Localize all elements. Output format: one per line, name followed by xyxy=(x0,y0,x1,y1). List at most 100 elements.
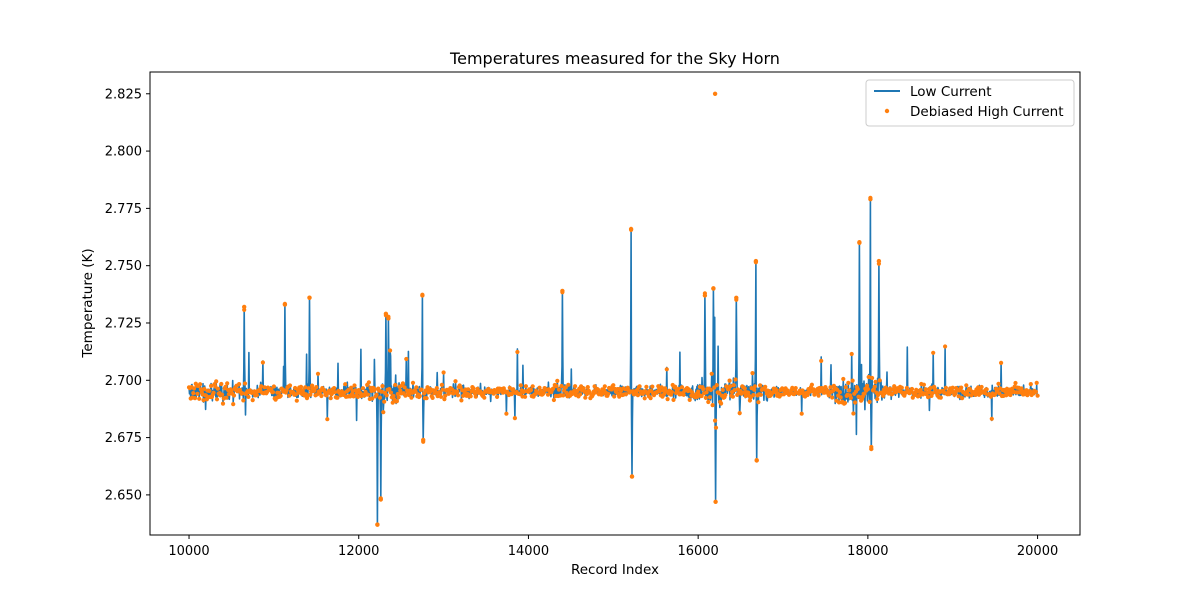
scatter-point xyxy=(943,344,948,349)
scatter-point xyxy=(979,384,984,390)
scatter-point xyxy=(734,295,739,300)
scatter-point xyxy=(424,396,429,401)
scatter-point xyxy=(953,391,958,396)
scatter-point xyxy=(209,383,214,388)
scatter-point xyxy=(434,386,439,391)
scatter-point xyxy=(733,377,738,382)
scatter-point xyxy=(382,399,387,404)
scatter-point xyxy=(727,378,732,383)
scatter-point xyxy=(410,380,416,385)
scatter-point xyxy=(270,390,276,395)
scatter-point xyxy=(866,374,871,380)
scatter-point xyxy=(719,401,724,406)
scatter-point xyxy=(242,381,248,386)
scatter-point xyxy=(1035,393,1040,398)
x-tick-label: 20000 xyxy=(1017,544,1058,559)
scatter-point xyxy=(459,398,464,403)
scatter-point xyxy=(960,396,965,401)
axis-ticks: 10000 12000 14000 16000 18000 20000 2.650 2.675… xyxy=(105,87,1058,559)
scatter-point xyxy=(864,383,870,388)
scatter-point xyxy=(862,391,867,396)
scatter-point xyxy=(730,394,736,399)
scatter-point xyxy=(628,226,634,232)
scatter-point xyxy=(758,383,763,388)
scatter-point xyxy=(841,376,846,382)
scatter-point xyxy=(928,385,933,390)
scatter-point xyxy=(475,386,480,391)
scatter-point xyxy=(349,385,354,390)
scatter-point xyxy=(192,386,197,391)
scatter-point xyxy=(231,393,237,398)
scatter-point xyxy=(523,394,528,399)
x-tick-label: 16000 xyxy=(677,544,718,559)
scatter-point xyxy=(828,385,833,390)
scatter-point xyxy=(515,349,520,355)
scatter-point xyxy=(211,390,216,395)
chart-title: Temperatures measured for the Sky Horn xyxy=(449,49,780,68)
scatter-point xyxy=(192,396,198,401)
scatter-point xyxy=(393,382,398,388)
scatter-point xyxy=(387,387,392,392)
scatter-point xyxy=(865,387,871,392)
scatter-point xyxy=(867,399,872,404)
scatter-point xyxy=(819,358,824,363)
scatter-point xyxy=(747,398,753,403)
y-tick-label: 2.650 xyxy=(105,488,142,503)
scatter-point xyxy=(665,397,670,402)
scatter-point xyxy=(930,391,935,396)
scatter-point xyxy=(793,386,798,391)
scatter-point xyxy=(563,385,568,390)
scatter-point xyxy=(701,387,706,392)
scatter-point xyxy=(453,379,458,384)
scatter-point xyxy=(551,386,556,391)
scatter-point xyxy=(420,293,425,298)
legend: Low Current Debiased High Current xyxy=(865,79,1075,127)
scatter-point xyxy=(657,389,663,394)
scatter-point xyxy=(713,499,718,504)
scatter-point xyxy=(377,395,383,400)
scatter-point xyxy=(763,384,768,389)
scatter-point xyxy=(751,393,756,398)
scatter-point xyxy=(709,371,714,376)
scatter-point xyxy=(809,382,815,387)
scatter-point xyxy=(642,396,647,401)
scatter-point xyxy=(583,395,588,400)
y-tick-label: 2.825 xyxy=(105,87,142,102)
scatter-point xyxy=(413,389,418,394)
scatter-point xyxy=(545,392,551,397)
scatter-point xyxy=(853,400,858,405)
scatter-point xyxy=(214,379,219,384)
scatter-point xyxy=(355,394,360,399)
scatter-point xyxy=(752,387,757,392)
x-tick-label: 14000 xyxy=(508,544,549,559)
scatter-point xyxy=(611,383,616,388)
scatter-point xyxy=(650,384,655,389)
scatter-point xyxy=(306,386,311,391)
scatter-point xyxy=(931,350,936,355)
x-tick-label: 18000 xyxy=(847,544,888,559)
scatter-point xyxy=(723,392,728,398)
scatter-point xyxy=(530,384,535,389)
scatter-point xyxy=(455,389,460,394)
scatter-point xyxy=(843,385,848,390)
scatter-point xyxy=(314,385,319,390)
scatter-point xyxy=(1008,392,1013,398)
scatter-point xyxy=(855,387,860,392)
y-tick-label: 2.675 xyxy=(105,431,142,446)
scatter-point xyxy=(278,393,283,398)
scatter-point xyxy=(989,416,994,421)
scatter-point xyxy=(307,295,312,300)
scatter-point xyxy=(282,302,288,307)
scatter-point xyxy=(752,384,758,389)
scatter-point xyxy=(231,402,236,407)
scatter-point xyxy=(229,388,234,393)
scatter-point xyxy=(312,388,317,393)
scatter-point xyxy=(442,397,447,402)
scatter-point xyxy=(746,390,751,395)
scatter-point xyxy=(710,403,715,408)
scatter-point xyxy=(679,385,685,390)
scatter-point xyxy=(380,384,385,389)
scatter-point xyxy=(352,383,357,388)
scatter-point xyxy=(742,386,747,391)
scatter-point xyxy=(560,288,565,294)
